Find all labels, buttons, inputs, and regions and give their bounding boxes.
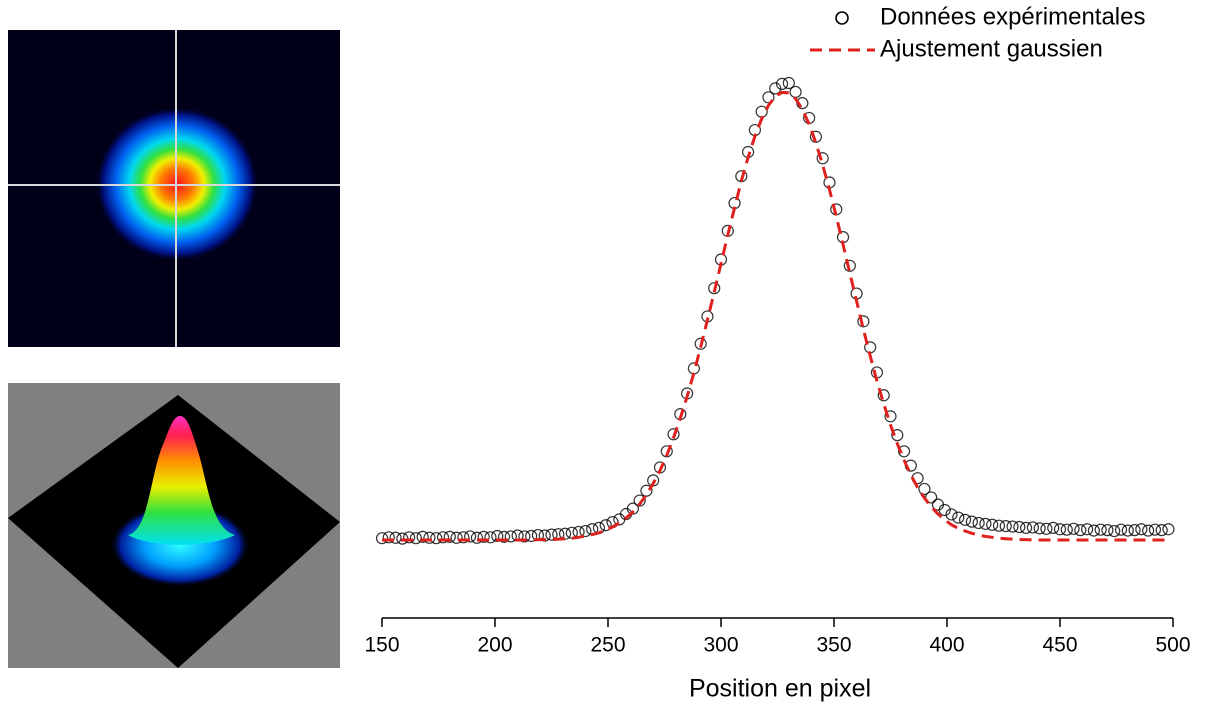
x-tick-label: 200 xyxy=(477,634,512,657)
data-point xyxy=(986,518,999,531)
data-point xyxy=(497,530,511,543)
data-point xyxy=(1128,524,1141,537)
data-point xyxy=(484,531,497,544)
legend-swatch xyxy=(835,11,849,25)
data-point xyxy=(1135,523,1148,536)
x-tick-label: 350 xyxy=(816,634,851,657)
data-point xyxy=(918,482,931,496)
data-point xyxy=(403,531,416,544)
data-point xyxy=(708,282,721,295)
data-point xyxy=(755,105,768,118)
data-point xyxy=(1040,522,1053,535)
x-tick-label: 450 xyxy=(1042,634,1077,657)
data-point xyxy=(687,362,700,375)
data-point xyxy=(1121,524,1134,537)
data-point xyxy=(430,532,443,545)
data-point xyxy=(1019,521,1033,535)
data-point xyxy=(965,515,978,528)
data-point xyxy=(891,429,904,442)
x-tick-label: 300 xyxy=(703,634,738,657)
data-point xyxy=(762,91,775,104)
data-point xyxy=(1060,523,1073,536)
data-point xyxy=(1053,523,1067,536)
data-point xyxy=(457,531,470,544)
data-point xyxy=(843,259,856,272)
data-point xyxy=(375,532,389,545)
x-tick-label: 150 xyxy=(364,634,399,657)
data-point xyxy=(558,527,572,540)
data-point xyxy=(436,531,450,544)
data-point xyxy=(1162,523,1175,536)
data-point xyxy=(443,530,456,543)
data-point xyxy=(450,531,463,544)
data-point xyxy=(782,76,795,90)
data-point xyxy=(579,524,592,538)
data-point xyxy=(789,85,802,99)
data-point xyxy=(694,337,707,350)
x-tick-label: 500 xyxy=(1155,634,1190,657)
data-point xyxy=(992,519,1006,532)
data-point xyxy=(884,410,897,423)
data-point xyxy=(1067,522,1080,535)
x-tick-label: 400 xyxy=(929,634,964,657)
data-point xyxy=(545,528,558,541)
data-point xyxy=(979,517,992,530)
data-point xyxy=(626,502,639,515)
data-point xyxy=(1148,523,1162,536)
data-point xyxy=(640,484,653,497)
data-point xyxy=(952,511,965,524)
data-point xyxy=(423,531,436,544)
data-point xyxy=(518,530,531,543)
data-point xyxy=(945,508,958,521)
data-point xyxy=(972,516,985,530)
data-point xyxy=(938,503,951,517)
data-point xyxy=(504,530,517,543)
data-point xyxy=(999,520,1012,533)
data-point xyxy=(1013,520,1026,534)
data-point xyxy=(525,529,538,543)
fit-line xyxy=(382,90,1169,542)
data-point xyxy=(816,152,829,165)
data-point xyxy=(416,530,429,543)
data-point xyxy=(565,526,578,539)
data-point xyxy=(1094,523,1107,536)
beam-3d-image xyxy=(8,383,340,668)
data-point xyxy=(1033,522,1046,535)
data-point xyxy=(389,531,402,544)
beam-image xyxy=(8,30,340,347)
x-tick-label: 250 xyxy=(590,634,625,657)
data-point xyxy=(1142,524,1155,537)
legend-label: Données expérimentales xyxy=(880,3,1146,30)
data-point xyxy=(958,513,972,526)
data-point xyxy=(769,82,782,95)
data-point xyxy=(897,445,911,458)
data-point xyxy=(667,428,680,441)
data-point xyxy=(1114,523,1128,536)
data-point xyxy=(599,519,612,532)
data-point xyxy=(477,530,490,543)
data-point xyxy=(857,315,870,328)
data-point xyxy=(1026,521,1039,534)
data-point xyxy=(877,389,890,402)
data-point xyxy=(1081,523,1094,536)
data-point xyxy=(660,445,673,458)
data-point xyxy=(613,513,626,526)
data-point xyxy=(1087,524,1101,537)
data-point xyxy=(409,532,422,545)
x-axis-label: Position en pixel xyxy=(689,675,871,703)
legend-label: Ajustement gaussien xyxy=(880,35,1103,62)
data-point xyxy=(1074,524,1087,537)
data-point xyxy=(470,531,484,544)
data-point xyxy=(1006,520,1019,533)
data-point xyxy=(775,77,789,90)
data-point xyxy=(464,530,477,543)
data-point xyxy=(1047,521,1060,535)
data-point xyxy=(1108,524,1121,538)
data-point xyxy=(382,531,395,544)
data-point xyxy=(809,130,823,143)
data-point xyxy=(735,170,748,183)
data-point xyxy=(1101,524,1114,537)
data-point xyxy=(1155,524,1168,537)
